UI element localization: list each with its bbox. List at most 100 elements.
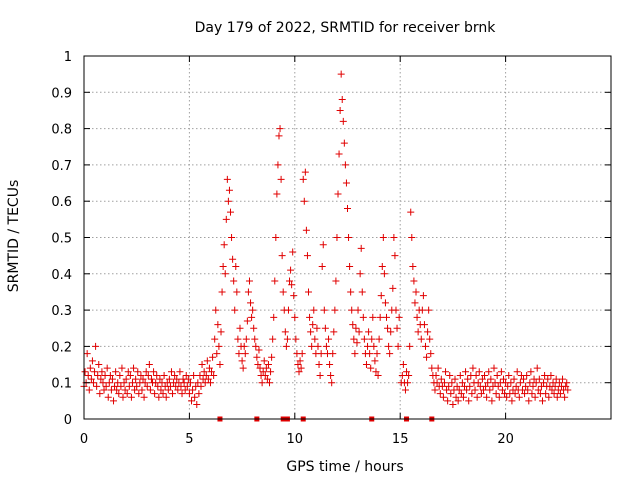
data-point bbox=[342, 179, 350, 187]
data-point bbox=[529, 382, 537, 390]
data-point bbox=[193, 400, 201, 408]
data-point bbox=[398, 371, 406, 379]
data-point bbox=[457, 390, 465, 398]
data-point bbox=[260, 357, 268, 365]
data-point bbox=[231, 306, 239, 314]
data-point bbox=[431, 386, 439, 394]
data-point bbox=[154, 382, 162, 390]
data-point bbox=[197, 382, 205, 390]
data-point bbox=[191, 393, 199, 401]
data-point bbox=[282, 342, 290, 350]
data-point bbox=[389, 284, 397, 292]
data-point bbox=[104, 393, 112, 401]
data-point bbox=[227, 208, 235, 216]
data-point bbox=[359, 313, 367, 321]
data-point bbox=[328, 379, 336, 387]
data-point bbox=[164, 386, 172, 394]
data-point bbox=[122, 375, 130, 383]
data-point bbox=[421, 342, 429, 350]
data-point bbox=[258, 379, 266, 387]
data-points bbox=[80, 70, 572, 422]
data-point bbox=[241, 350, 249, 358]
data-point bbox=[143, 382, 151, 390]
data-point bbox=[268, 353, 276, 361]
data-point bbox=[329, 350, 337, 358]
data-point bbox=[497, 368, 505, 376]
data-point bbox=[556, 390, 564, 398]
data-point bbox=[358, 288, 366, 296]
data-point bbox=[250, 324, 258, 332]
data-point bbox=[551, 382, 559, 390]
data-point bbox=[310, 306, 318, 314]
data-point bbox=[458, 379, 466, 387]
y-tick-label: 0.3 bbox=[51, 304, 72, 319]
data-point bbox=[477, 390, 485, 398]
data-point bbox=[345, 234, 353, 241]
data-point bbox=[138, 386, 146, 394]
data-point bbox=[390, 234, 398, 241]
data-point bbox=[344, 204, 351, 212]
data-point bbox=[485, 368, 493, 376]
data-point bbox=[439, 393, 447, 401]
data-point bbox=[157, 386, 165, 394]
data-point bbox=[414, 328, 422, 336]
data-point bbox=[355, 328, 363, 336]
data-point bbox=[103, 364, 111, 372]
data-point bbox=[318, 263, 326, 271]
data-point bbox=[381, 299, 389, 307]
y-tick-label: 0.4 bbox=[51, 268, 72, 283]
data-point bbox=[113, 386, 121, 394]
data-point bbox=[102, 382, 110, 390]
data-point bbox=[409, 263, 417, 271]
data-point bbox=[116, 371, 124, 379]
data-point bbox=[167, 368, 175, 376]
data-point bbox=[407, 208, 415, 216]
data-point bbox=[225, 186, 233, 194]
data-point bbox=[494, 382, 502, 390]
data-point bbox=[423, 353, 431, 361]
data-point bbox=[523, 371, 531, 379]
data-point bbox=[525, 397, 533, 405]
data-point bbox=[290, 292, 298, 300]
data-point bbox=[267, 368, 275, 376]
data-point bbox=[254, 361, 262, 369]
data-point bbox=[266, 379, 274, 387]
data-point bbox=[289, 248, 297, 256]
data-point bbox=[174, 386, 182, 394]
data-point bbox=[552, 375, 560, 383]
data-point bbox=[507, 379, 515, 387]
data-point bbox=[165, 375, 173, 383]
data-point bbox=[224, 197, 232, 205]
data-point bbox=[341, 161, 349, 169]
data-point bbox=[379, 234, 387, 241]
data-point bbox=[486, 386, 494, 394]
data-point bbox=[348, 306, 356, 314]
data-point bbox=[317, 350, 325, 358]
data-point bbox=[94, 371, 102, 379]
data-point bbox=[245, 277, 253, 285]
data-point bbox=[481, 371, 489, 379]
data-point bbox=[547, 371, 555, 379]
data-point bbox=[335, 150, 343, 158]
data-point bbox=[119, 393, 127, 401]
data-point bbox=[162, 393, 170, 401]
data-point bbox=[478, 375, 486, 383]
data-point bbox=[185, 390, 193, 398]
data-point bbox=[183, 382, 191, 390]
data-point bbox=[127, 393, 135, 401]
data-point bbox=[273, 190, 281, 198]
data-point bbox=[521, 390, 529, 398]
x-tick-label: 10 bbox=[287, 432, 304, 447]
data-point bbox=[283, 335, 291, 343]
data-point bbox=[217, 328, 225, 336]
data-point bbox=[215, 342, 223, 350]
data-point bbox=[393, 324, 401, 332]
data-point bbox=[111, 382, 119, 390]
data-point bbox=[424, 328, 432, 336]
data-point bbox=[275, 132, 283, 140]
data-point bbox=[276, 125, 284, 133]
data-point bbox=[177, 382, 185, 390]
data-point bbox=[171, 371, 179, 379]
data-point bbox=[307, 328, 315, 336]
data-point bbox=[520, 375, 528, 383]
